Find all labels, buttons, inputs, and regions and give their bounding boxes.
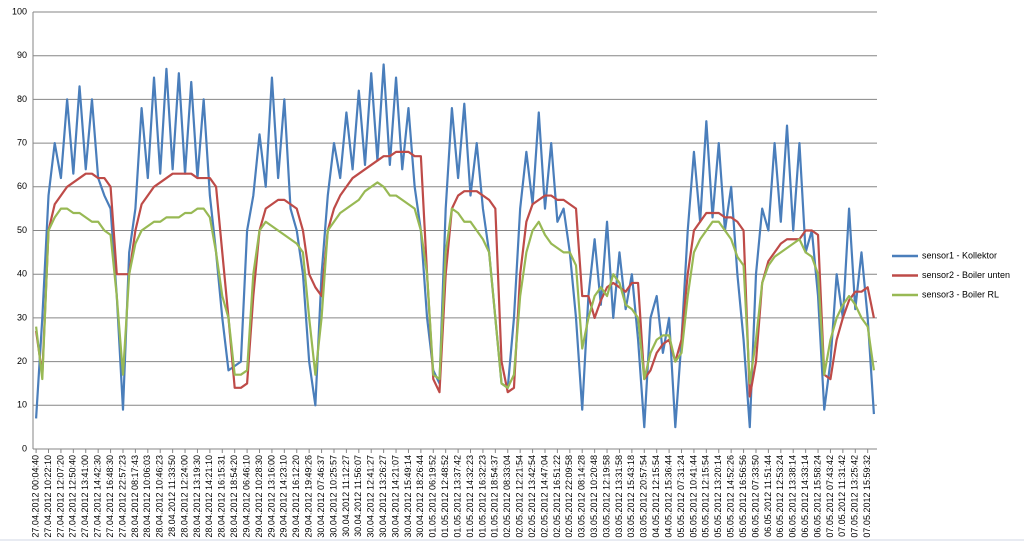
x-tick-label: 02.05.2012 12:21:54 — [515, 455, 525, 538]
series-line — [35, 63, 875, 429]
x-tick-label: 05.05.2012 10:41:44 — [688, 455, 698, 538]
x-tick-label: 01.05.2012 14:32:23 — [465, 455, 475, 538]
x-tick-label: 29.04.2012 13:16:00 — [266, 455, 276, 538]
x-tick-label: 05.05.2012 07:31:24 — [676, 455, 686, 538]
x-tick-label: 30.04.2012 07:46:37 — [316, 455, 326, 538]
x-tick-label: 06.05.2012 12:53:24 — [775, 455, 785, 538]
x-tick-label: 02.05.2012 22:09:58 — [564, 455, 574, 538]
x-tick-label: 05.05.2012 16:56:56 — [738, 455, 748, 538]
x-tick-label: 30.04.2012 18:26:44 — [415, 455, 425, 538]
x-tick-label: 06.05.2012 07:33:50 — [750, 455, 760, 538]
x-tick-label: 28.04.2012 11:33:50 — [167, 455, 177, 537]
x-tick-label: 02.05.2012 14:47:04 — [539, 455, 549, 538]
x-tick-label: 07.05.2012 07:43:42 — [825, 455, 835, 538]
x-tick-label: 28.04.2012 12:24:00 — [179, 455, 189, 538]
x-tick-label: 30.04.2012 15:49:14 — [403, 455, 413, 538]
x-tick-label: 05.05.2012 12:15:54 — [701, 455, 711, 538]
x-tick-label: 06.05.2012 11:51:44 — [763, 455, 773, 537]
y-tick-label: 100 — [12, 6, 27, 16]
legend-label: sensor2 - Boiler unten — [922, 270, 1010, 280]
x-tick-label: 27.04.2012 12:50:40 — [68, 455, 78, 538]
x-tick-label: 28.04.2012 08:17:43 — [130, 455, 140, 538]
x-tick-label: 29.04.2012 06:46:10 — [241, 455, 251, 538]
x-tick-label: 01.05.2012 16:32:23 — [477, 455, 487, 538]
x-tick-label: 30.04.2012 13:26:27 — [378, 455, 388, 538]
y-tick-label: 70 — [17, 137, 27, 147]
y-tick-label: 50 — [17, 225, 27, 235]
x-tick-label: 05.05.2012 13:20:14 — [713, 455, 723, 538]
x-tick-label: 06.05.2012 15:58:24 — [812, 455, 822, 538]
x-tick-label: 30.04.2012 12:41:27 — [366, 455, 376, 538]
y-tick-label: 40 — [17, 269, 27, 279]
x-tick-label: 28.04.2012 10:46:23 — [155, 455, 165, 538]
x-tick-label: 01.05.2012 06:19:52 — [428, 455, 438, 538]
x-tick-label: 02.05.2012 16:51:22 — [552, 455, 562, 538]
x-tick-label: 27.04.2012 10:22:10 — [43, 455, 53, 538]
y-tick-label: 10 — [17, 400, 27, 410]
x-tick-label: 27.04.2012 13:41:00 — [80, 455, 90, 538]
x-tick-label: 07.05.2012 15:59:32 — [862, 455, 872, 538]
x-tick-label: 04.05.2012 15:36:44 — [663, 455, 673, 538]
x-tick-label: 30.04.2012 14:21:07 — [390, 455, 400, 538]
x-tick-label: 02.05.2012 08:33:04 — [502, 455, 512, 538]
x-tick-label: 28.04.2012 14:21:10 — [204, 455, 214, 538]
x-tick-label: 30.04.2012 10:25:57 — [328, 455, 338, 538]
x-tick-label: 30.04.2012 11:56:07 — [353, 455, 363, 537]
series-line — [35, 150, 875, 398]
x-tick-label: 06.05.2012 14:33:14 — [800, 455, 810, 538]
x-tick-label: 01.05.2012 13:37:42 — [452, 455, 462, 538]
y-tick-label: 0 — [22, 443, 27, 453]
x-tick-label: 29.04.2012 19:49:26 — [304, 455, 314, 538]
x-tick-label: 01.05.2012 18:54:37 — [490, 455, 500, 538]
x-tick-label: 28.04.2012 16:15:31 — [217, 455, 227, 538]
x-tick-label: 30.04.2012 11:12:27 — [341, 455, 351, 537]
x-tick-label: 28.04.2012 13:19:30 — [192, 455, 202, 538]
x-tick-label: 29.04.2012 16:12:20 — [291, 455, 301, 538]
x-tick-label: 28.04.2012 18:54:20 — [229, 455, 239, 538]
x-tick-label: 27.04.2012 00:04:40 — [30, 455, 40, 538]
x-tick-label: 02.05.2012 13:42:54 — [527, 455, 537, 538]
x-tick-label: 27.04.2012 16:48:30 — [105, 455, 115, 538]
legend-label: sensor3 - Boiler RL — [922, 289, 999, 299]
x-tick-label: 03.05.2012 20:57:54 — [639, 455, 649, 538]
y-tick-label: 80 — [17, 94, 27, 104]
x-tick-label: 07.05.2012 13:25:42 — [850, 455, 860, 538]
x-tick-label: 28.04.2012 10:06:03 — [142, 455, 152, 538]
y-tick-label: 20 — [17, 356, 27, 366]
x-tick-label: 06.05.2012 13:38:14 — [788, 455, 798, 538]
y-tick-label: 90 — [17, 50, 27, 60]
x-tick-label: 27.04.2012 14:42:30 — [93, 455, 103, 538]
x-tick-label: 29.04.2012 10:28:30 — [254, 455, 264, 538]
y-tick-label: 30 — [17, 312, 27, 322]
series-line — [35, 181, 875, 389]
x-tick-label: 01.05.2012 12:48:52 — [440, 455, 450, 538]
x-tick-label: 05.05.2012 14:52:26 — [726, 455, 736, 538]
x-tick-label: 03.05.2012 10:20:48 — [589, 455, 599, 538]
x-tick-label: 03.05.2012 08:14:28 — [577, 455, 587, 538]
y-tick-label: 60 — [17, 181, 27, 191]
x-tick-label: 27.04.2012 22:57:23 — [117, 455, 127, 538]
x-tick-label: 29.04.2012 14:23:10 — [279, 455, 289, 538]
x-tick-label: 07.05.2012 11:31:42 — [837, 455, 847, 537]
x-tick-label: 04.05.2012 12:15:54 — [651, 455, 661, 538]
x-tick-label: 03.05.2012 12:19:58 — [601, 455, 611, 538]
x-tick-label: 27.04.2012 12:07:20 — [55, 455, 65, 538]
x-tick-label: 03.05.2012 15:43:18 — [626, 455, 636, 538]
legend-label: sensor1 - Kollektor — [922, 250, 997, 260]
x-tick-label: 03.05.2012 13:31:58 — [614, 455, 624, 538]
